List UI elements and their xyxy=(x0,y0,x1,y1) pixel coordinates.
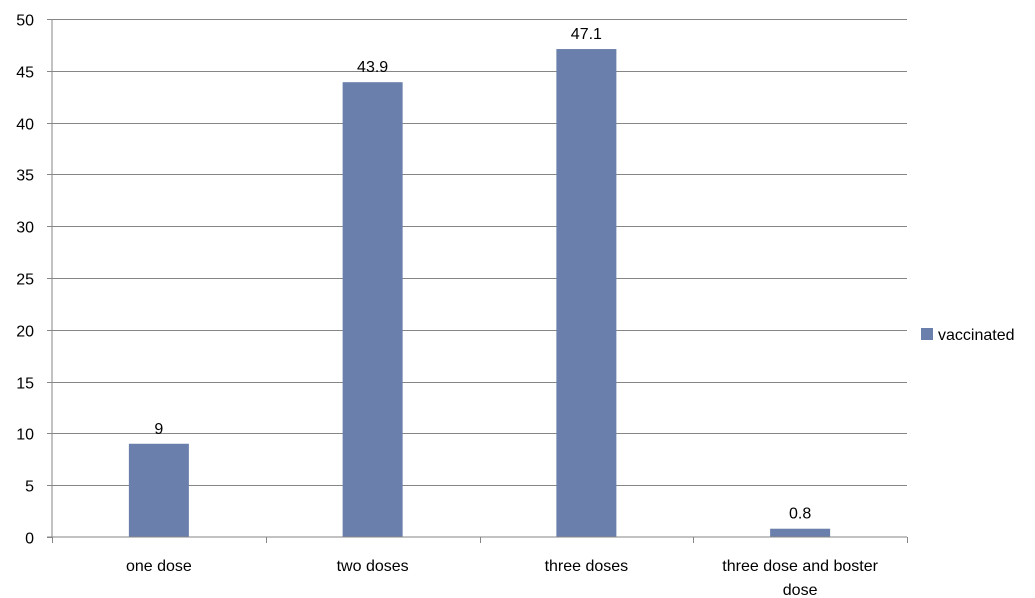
y-tick-label: 0 xyxy=(25,531,34,548)
bar xyxy=(342,82,403,538)
data-labels: 9 43.9 47.1 0.8 xyxy=(154,26,811,523)
axes xyxy=(47,19,907,538)
x-axis-ticks xyxy=(52,537,908,543)
data-label: 47.1 xyxy=(571,26,602,43)
y-tick-label: 25 xyxy=(16,272,34,289)
y-tick-label: 15 xyxy=(16,376,34,393)
gridlines xyxy=(52,19,907,486)
legend: vaccinated xyxy=(921,327,1015,344)
y-tick-label: 30 xyxy=(16,220,34,237)
legend-swatch xyxy=(921,328,933,340)
data-label: 43.9 xyxy=(357,59,388,76)
data-label: 9 xyxy=(154,421,163,438)
category-label: one dose xyxy=(126,558,192,575)
category-label: three dose and boster xyxy=(722,558,878,575)
bar xyxy=(770,528,831,537)
y-tick-label: 35 xyxy=(16,168,34,185)
bar xyxy=(128,443,189,537)
y-tick-label: 40 xyxy=(16,117,34,134)
category-label: dose xyxy=(783,582,818,598)
y-tick-label: 45 xyxy=(16,65,34,82)
data-label: 0.8 xyxy=(789,506,811,523)
category-label: three doses xyxy=(545,558,629,575)
y-axis-ticks: 0 5 10 15 20 25 30 35 40 45 50 xyxy=(16,13,52,548)
y-tick-label: 50 xyxy=(16,13,34,30)
y-tick-label: 10 xyxy=(16,427,34,444)
legend-label: vaccinated xyxy=(938,327,1015,344)
category-label: two doses xyxy=(337,558,409,575)
y-tick-label: 5 xyxy=(25,479,34,496)
bars xyxy=(128,49,831,538)
bar xyxy=(556,49,617,537)
y-tick-label: 20 xyxy=(16,324,34,341)
category-labels: one dose two doses three doses three dose a… xyxy=(126,558,879,598)
